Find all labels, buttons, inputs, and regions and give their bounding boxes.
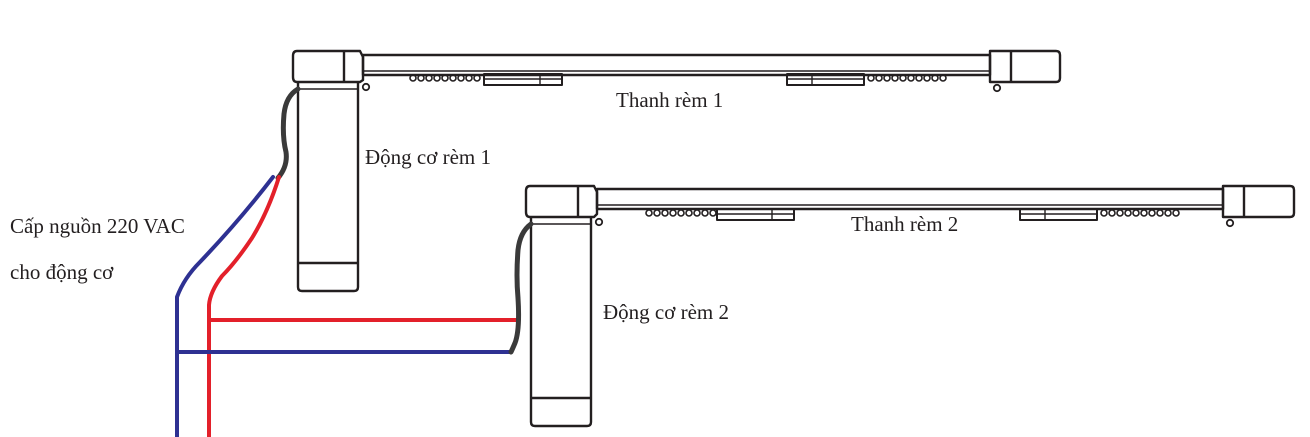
- power-supply-label: Cấp nguồn 220 VAC: [10, 214, 185, 238]
- rail-1-label: Thanh rèm 1: [616, 88, 724, 112]
- motor-1-label: Động cơ rèm 1: [365, 145, 491, 169]
- motor-2-cable: [508, 221, 534, 355]
- rail-1-left-endcap: [291, 49, 365, 84]
- power-supply-label-line-2: cho động cơ: [10, 260, 114, 284]
- live-wire-motor-1: [207, 175, 281, 437]
- motor-2-label: Động cơ rèm 2: [603, 300, 729, 324]
- curtain-rail-1: [291, 49, 1062, 93]
- motor-1-cable: [275, 86, 301, 181]
- rail-2-track: [595, 187, 1225, 211]
- rail-2-left-endcap: [524, 184, 599, 219]
- rail-2-right-endcap: [1221, 184, 1296, 219]
- rail-1-track: [361, 53, 992, 77]
- neutral-wire-motor-1: [175, 175, 275, 437]
- curtain-motor-1: [296, 83, 360, 293]
- rail-2-label: Thanh rèm 2: [851, 212, 959, 236]
- curtain-rail-2: [524, 184, 1296, 228]
- rail-1-right-endcap: [988, 49, 1062, 84]
- curtain-motor-2: [529, 218, 593, 428]
